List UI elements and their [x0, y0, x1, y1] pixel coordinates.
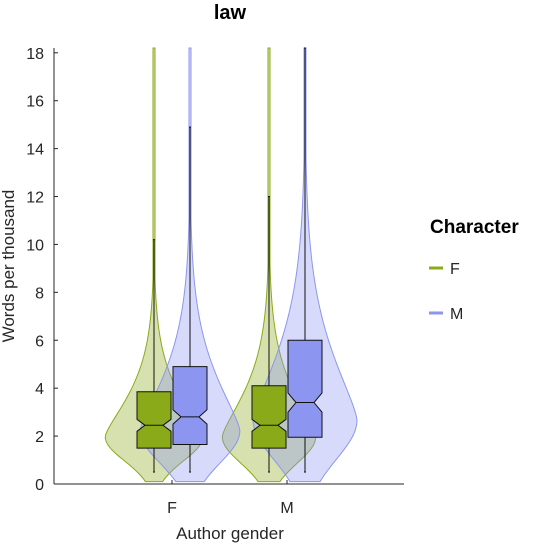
- y-tick-label: 4: [35, 381, 44, 398]
- box-layer: [136, 47, 323, 473]
- legend-title: Character: [430, 217, 519, 238]
- y-tick-label: 10: [26, 237, 44, 254]
- legend: Character F M: [429, 217, 519, 323]
- box-f-m: [251, 385, 287, 449]
- x-axis-label: Author gender: [176, 524, 284, 543]
- y-tick-label: 16: [26, 94, 44, 111]
- y-axis-label: Words per thousand: [0, 190, 18, 343]
- y-tick-label: 18: [26, 46, 44, 63]
- y-ticks: 0 2 4 6 8 10 12 14 16 18: [26, 46, 58, 494]
- legend-label-f: F: [450, 261, 460, 278]
- y-tick-label: 2: [35, 429, 44, 446]
- box-m-m: [287, 339, 323, 438]
- axes: [53, 48, 404, 485]
- x-tick-label: M: [280, 500, 293, 517]
- x-tick-label: F: [167, 500, 177, 517]
- y-tick-label: 0: [35, 477, 44, 494]
- legend-label-m: M: [450, 306, 463, 323]
- box-f-f: [136, 391, 172, 449]
- y-tick-label: 12: [26, 190, 44, 207]
- box-m-f: [172, 366, 208, 445]
- y-tick-label: 8: [35, 285, 44, 302]
- y-tick-label: 14: [26, 142, 44, 159]
- y-tick-label: 6: [35, 333, 44, 350]
- chart-title: law: [214, 2, 247, 24]
